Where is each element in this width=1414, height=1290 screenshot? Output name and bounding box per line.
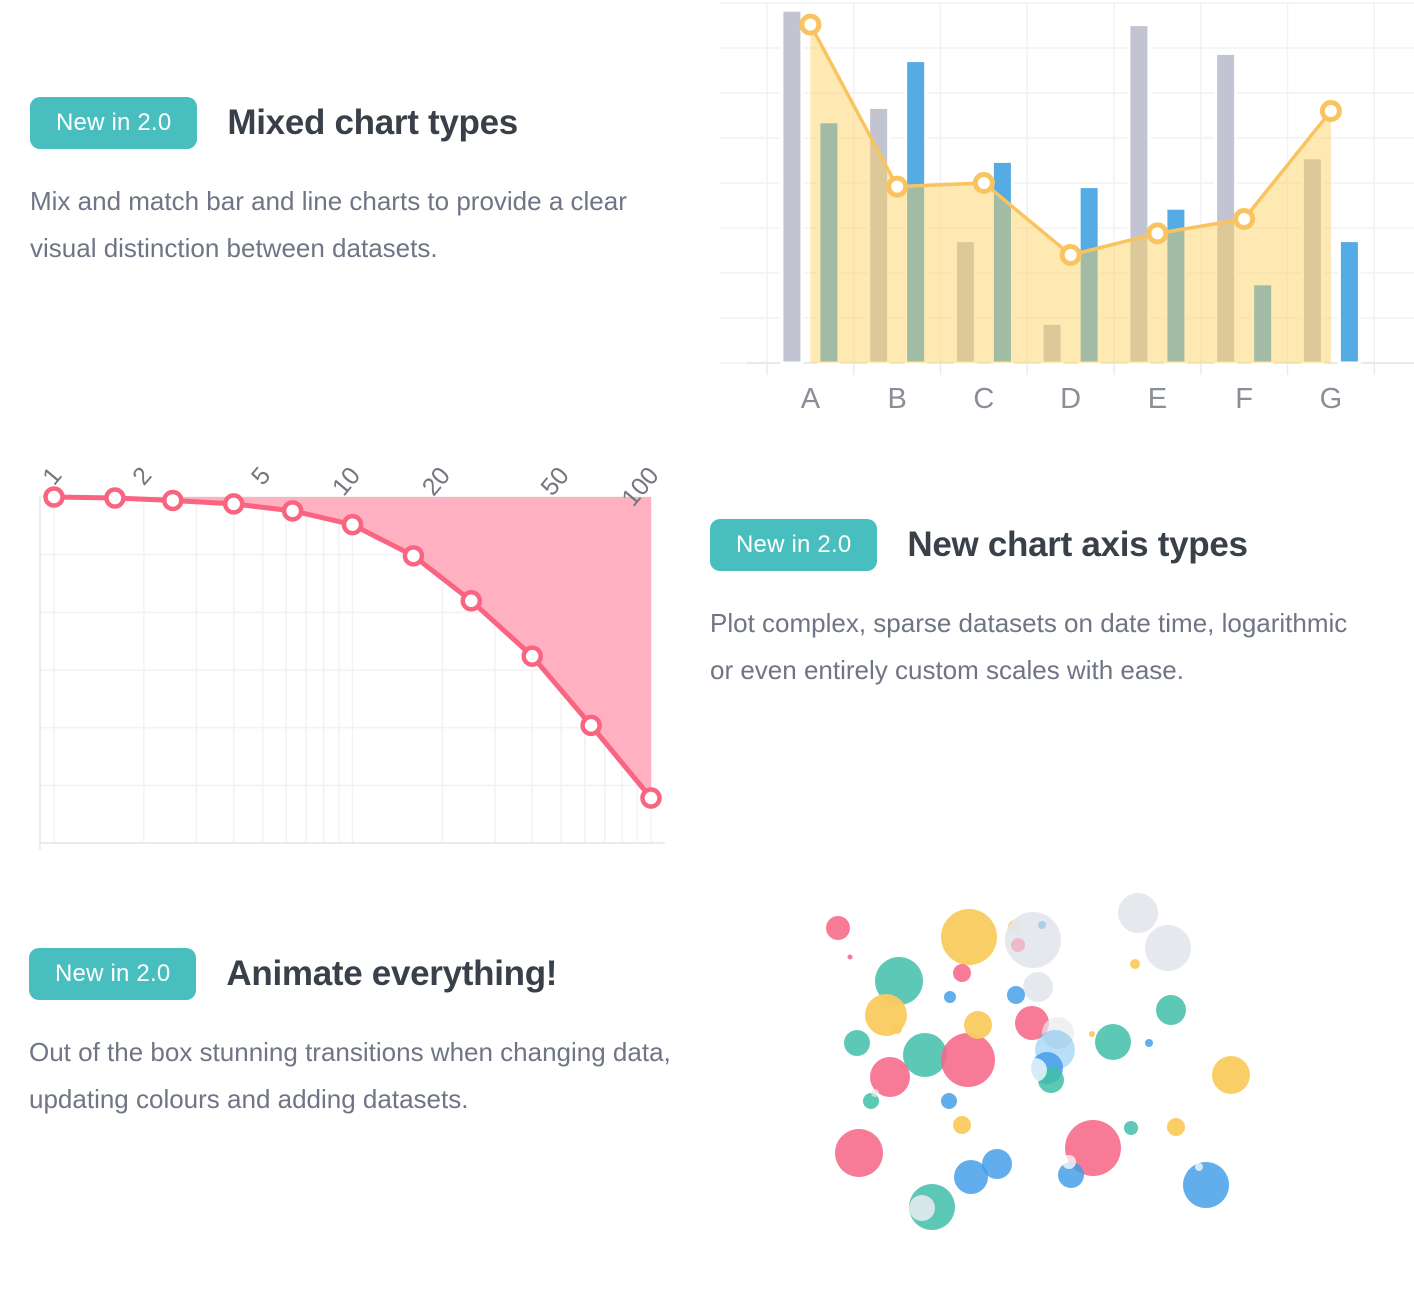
- svg-text:B: B: [887, 383, 906, 415]
- mixed-bar-line-chart-canvas: A B C D E F G: [720, 2, 1414, 415]
- svg-text:E: E: [1148, 383, 1167, 415]
- section-animate-everything: New in 2.0 Animate everything! Out of th…: [29, 948, 689, 1123]
- svg-text:C: C: [973, 383, 994, 415]
- new-in-2-badge: New in 2.0: [29, 948, 197, 1000]
- new-in-2-badge: New in 2.0: [710, 519, 878, 571]
- svg-text:50: 50: [535, 462, 574, 501]
- logarithmic-scale-chart: 1 2 5 10 20 50 100: [30, 430, 670, 850]
- svg-text:1: 1: [37, 462, 67, 491]
- svg-text:G: G: [1320, 383, 1343, 415]
- svg-text:2: 2: [127, 462, 157, 491]
- section-new-axis-types: New in 2.0 New chart axis types Plot com…: [710, 519, 1370, 694]
- svg-text:F: F: [1235, 383, 1253, 415]
- section-title: Animate everything!: [226, 954, 558, 993]
- bubble-chart: [800, 860, 1414, 1290]
- badge-row: New in 2.0 New chart axis types: [710, 519, 1370, 571]
- logarithmic-scale-chart-canvas: 1 2 5 10 20 50 100: [37, 462, 665, 850]
- badge-row: New in 2.0 Mixed chart types: [30, 97, 690, 149]
- section-title: New chart axis types: [907, 525, 1248, 564]
- svg-text:20: 20: [417, 462, 456, 501]
- mixed-bar-line-chart: A B C D E F G: [720, 0, 1414, 415]
- svg-text:A: A: [801, 383, 821, 415]
- section-description: Out of the box stunning transitions when…: [29, 1037, 671, 1114]
- section-title: Mixed chart types: [227, 103, 518, 142]
- new-in-2-badge: New in 2.0: [30, 97, 198, 149]
- section-mixed-chart-types: New in 2.0 Mixed chart types Mix and mat…: [30, 97, 690, 272]
- section-description: Plot complex, sparse datasets on date ti…: [710, 608, 1348, 685]
- badge-row: New in 2.0 Animate everything!: [29, 948, 689, 1000]
- section-description: Mix and match bar and line charts to pro…: [30, 186, 627, 263]
- svg-text:5: 5: [246, 462, 276, 491]
- svg-text:D: D: [1060, 383, 1081, 415]
- bubble-chart-canvas: [826, 893, 1250, 1230]
- svg-text:10: 10: [327, 462, 366, 501]
